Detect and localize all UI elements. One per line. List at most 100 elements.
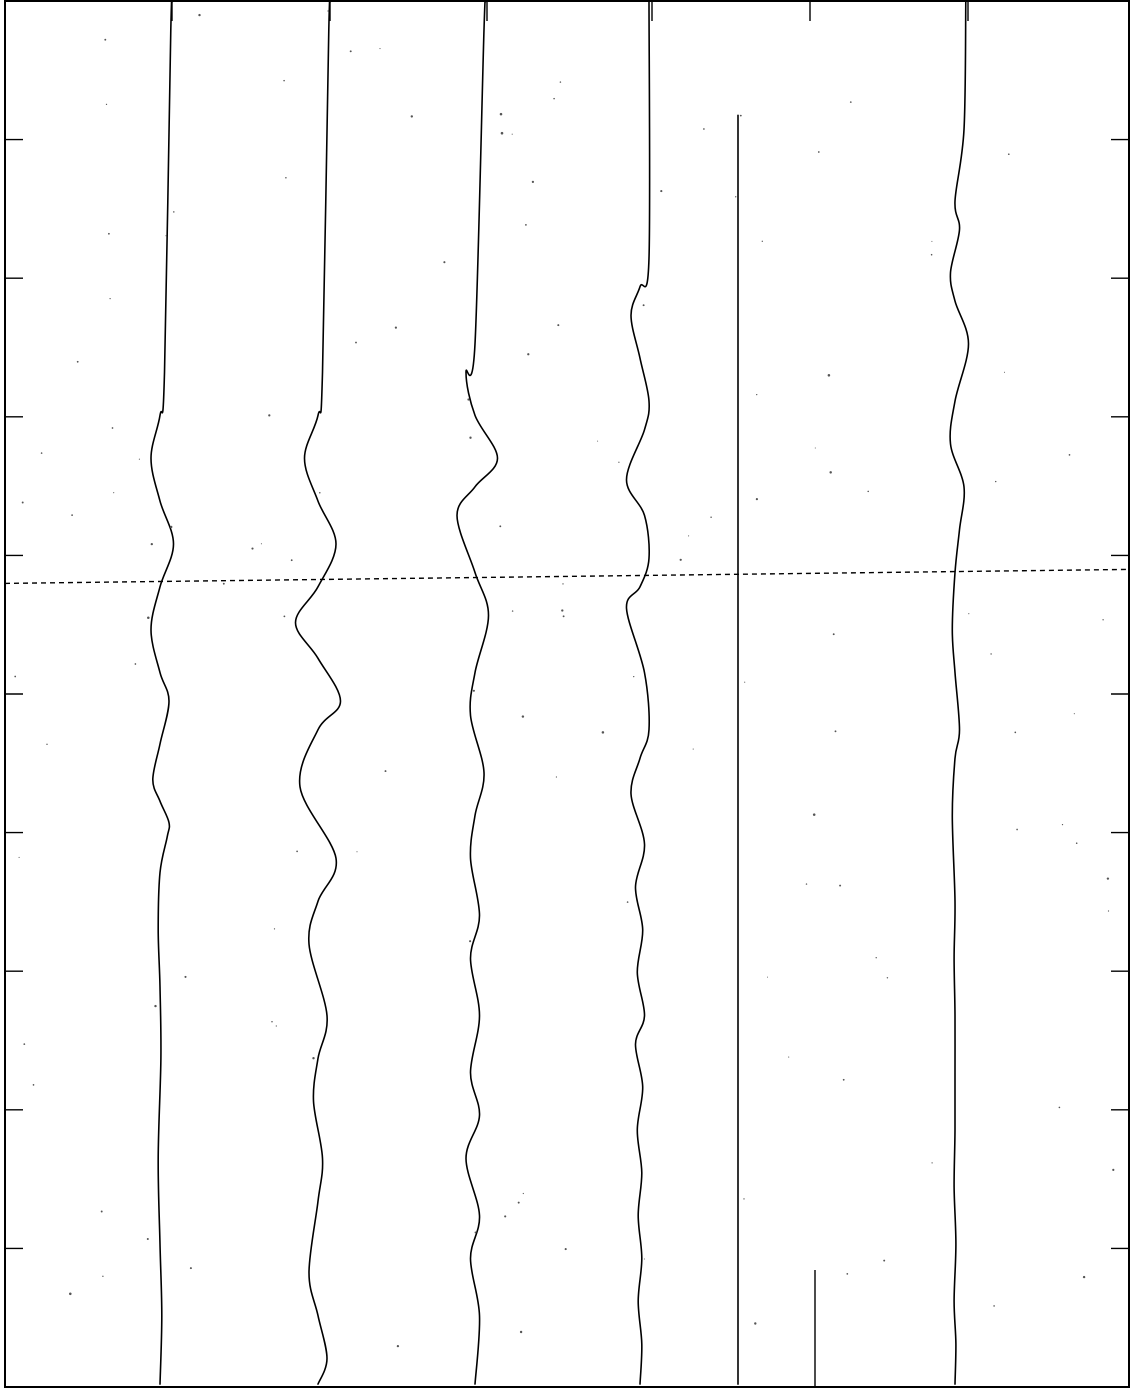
speck-2 xyxy=(283,615,286,618)
speck-16 xyxy=(990,653,992,655)
speck-123 xyxy=(113,492,115,494)
speck-122 xyxy=(601,731,605,734)
speck-25 xyxy=(312,1057,315,1060)
speck-113 xyxy=(198,13,201,17)
speck-133 xyxy=(875,957,877,959)
speck-90 xyxy=(189,1267,192,1270)
speck-105 xyxy=(525,224,527,226)
speck-18 xyxy=(735,196,737,198)
speck-28 xyxy=(40,452,43,454)
speck-120 xyxy=(285,176,287,179)
speck-35 xyxy=(1003,371,1006,373)
speck-129 xyxy=(527,353,530,356)
speck-56 xyxy=(564,1248,567,1251)
speck-77 xyxy=(379,48,381,50)
speck-82 xyxy=(46,743,48,746)
speck-132 xyxy=(562,583,564,585)
speck-126 xyxy=(469,436,472,439)
speck-68 xyxy=(597,440,599,442)
speck-14 xyxy=(867,490,869,493)
speck-136 xyxy=(327,10,330,12)
speck-95 xyxy=(150,542,153,546)
speck-46 xyxy=(134,663,137,665)
speck-91 xyxy=(886,977,889,979)
speck-64 xyxy=(504,1215,507,1218)
speck-1 xyxy=(555,776,557,778)
speck-84 xyxy=(557,324,560,327)
speck-116 xyxy=(356,851,358,853)
speck-9 xyxy=(147,616,150,620)
speck-40 xyxy=(931,1162,933,1164)
speck-52 xyxy=(349,50,352,53)
speck-66 xyxy=(1107,910,1110,912)
speck-139 xyxy=(32,1084,35,1086)
speck-41 xyxy=(559,81,562,83)
speck-22 xyxy=(561,609,564,612)
speck-130 xyxy=(296,850,298,853)
speck-103 xyxy=(396,1344,400,1348)
axis-ticks xyxy=(5,1,1129,1387)
speck-119 xyxy=(766,976,769,978)
speck-60 xyxy=(1106,877,1110,880)
speck-131 xyxy=(522,1192,524,1195)
speck-19 xyxy=(511,133,513,135)
speck-13 xyxy=(618,461,620,463)
speck-48 xyxy=(829,471,832,474)
speck-106 xyxy=(355,341,357,344)
speck-124 xyxy=(173,211,175,213)
speck-134 xyxy=(817,151,820,153)
speck-108 xyxy=(744,681,746,683)
speck-117 xyxy=(710,516,712,519)
speck-42 xyxy=(553,97,555,100)
speck-51 xyxy=(105,103,108,106)
speck-80 xyxy=(260,543,262,545)
speck-54 xyxy=(1014,731,1017,734)
speck-53 xyxy=(499,525,502,528)
speck-104 xyxy=(692,748,694,750)
speck-33 xyxy=(517,1201,520,1204)
speck-125 xyxy=(138,458,140,460)
speck-55 xyxy=(146,1237,149,1241)
trace-2 xyxy=(294,0,342,1385)
scan-specks xyxy=(14,10,1115,1348)
trace-3 xyxy=(456,0,499,1385)
trace-6 xyxy=(949,0,970,1385)
speck-63 xyxy=(842,1078,845,1081)
speck-61 xyxy=(499,112,503,116)
speck-47 xyxy=(23,1043,26,1045)
speck-115 xyxy=(643,1258,645,1260)
speck-3 xyxy=(100,1210,103,1213)
speck-74 xyxy=(474,1231,477,1234)
speck-87 xyxy=(109,297,111,300)
speck-49 xyxy=(805,883,808,885)
speck-32 xyxy=(500,131,504,135)
speck-85 xyxy=(993,1305,995,1307)
speck-24 xyxy=(275,1025,277,1027)
speck-29 xyxy=(251,547,254,550)
speck-97 xyxy=(688,535,690,537)
speck-23 xyxy=(511,610,514,612)
speck-20 xyxy=(469,940,472,943)
speck-37 xyxy=(743,1198,745,1200)
speck-27 xyxy=(839,884,842,887)
speck-99 xyxy=(846,1273,849,1275)
speck-107 xyxy=(642,304,645,307)
speck-8 xyxy=(69,1292,72,1296)
speck-34 xyxy=(531,180,535,184)
speck-62 xyxy=(626,901,629,903)
speck-67 xyxy=(761,240,763,242)
speck-58 xyxy=(472,689,475,692)
speck-93 xyxy=(1075,842,1078,844)
speck-102 xyxy=(283,79,285,82)
speck-81 xyxy=(154,1004,157,1008)
speck-11 xyxy=(756,393,758,396)
speck-101 xyxy=(995,480,997,483)
speck-15 xyxy=(102,1275,104,1277)
speck-114 xyxy=(1112,1168,1115,1171)
speck-96 xyxy=(834,730,837,733)
speck-39 xyxy=(104,38,107,41)
speck-109 xyxy=(14,675,17,678)
speck-4 xyxy=(467,398,470,401)
speck-17 xyxy=(679,558,682,561)
